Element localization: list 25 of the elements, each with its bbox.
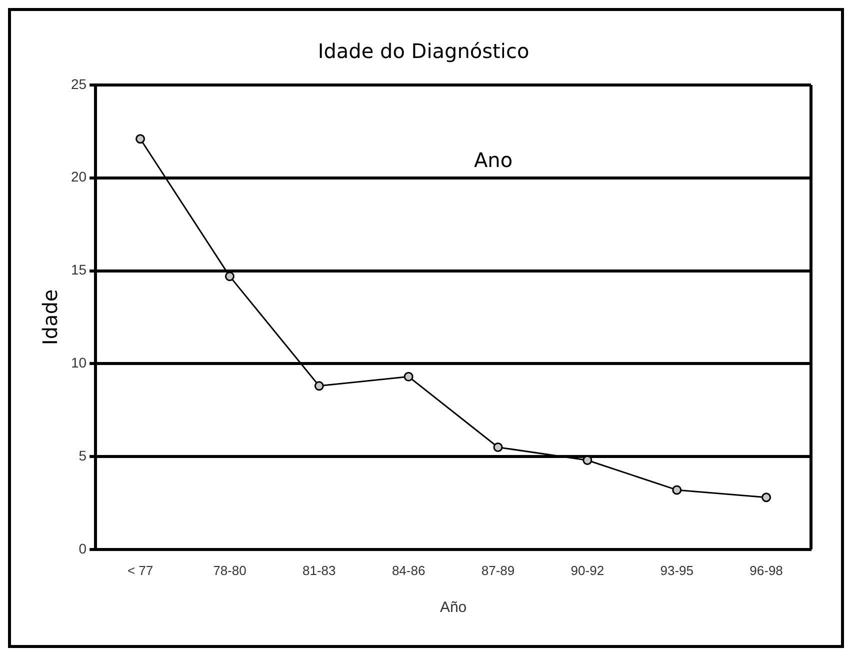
point <box>404 372 414 382</box>
x-tick-label: 78-80 <box>213 562 246 578</box>
x-axis-title: Año <box>440 599 467 616</box>
point <box>136 134 146 144</box>
x-tick-label: 96-98 <box>750 562 783 578</box>
annotation: Ano <box>474 148 513 172</box>
point <box>224 272 234 282</box>
y-tick-label: 5 <box>78 447 87 464</box>
point <box>493 442 503 452</box>
x-tick-label: 87-89 <box>481 562 515 578</box>
x-tick-label: 84-86 <box>392 562 426 578</box>
x-tick-label: 90-92 <box>570 562 604 578</box>
y-tick-label: 0 <box>78 540 87 556</box>
point <box>762 492 772 502</box>
x-tick-label: 81-83 <box>302 562 336 578</box>
point <box>672 485 682 495</box>
x-tick-label: < 77 <box>127 562 154 578</box>
point <box>314 381 324 391</box>
y-tick-label: 10 <box>70 354 87 370</box>
chart-title: Idade do Diagnóstico <box>318 39 530 64</box>
x-tick-label: 93-95 <box>660 562 694 578</box>
y-tick-label: 15 <box>70 262 87 278</box>
y-tick-label: 20 <box>70 168 87 185</box>
y-tick-label: 25 <box>70 76 87 92</box>
y-axis-title: Idade <box>38 289 62 346</box>
